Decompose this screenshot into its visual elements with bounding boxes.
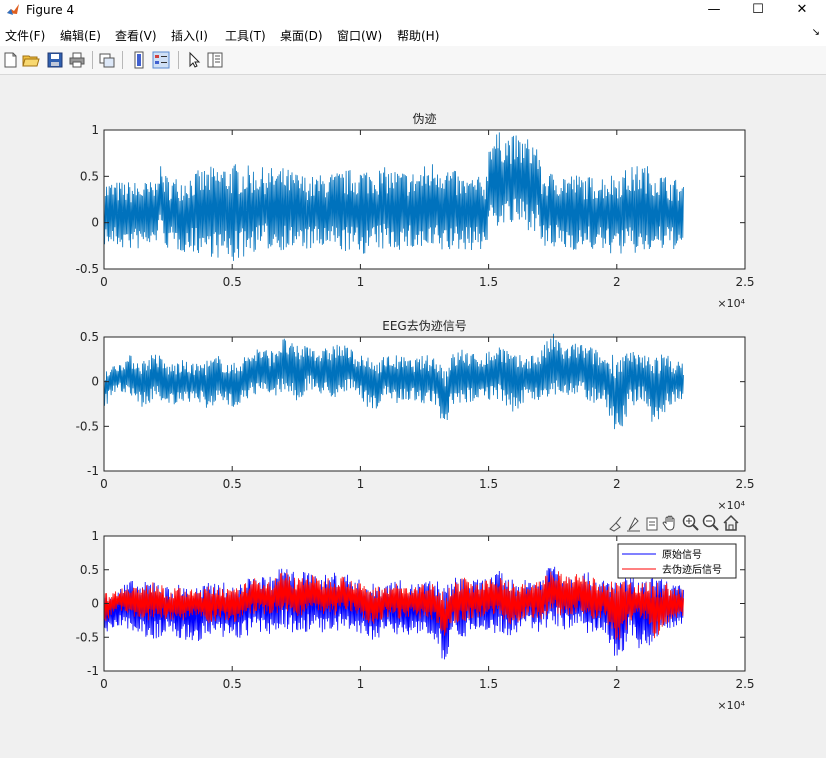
y-tick-label: 0.5 xyxy=(80,169,99,183)
property-inspector-icon[interactable] xyxy=(206,51,224,69)
toolbar-separator xyxy=(178,51,179,69)
menu-desktop[interactable]: 桌面(D) xyxy=(280,29,323,43)
dock-figure-icon[interactable]: ↘ xyxy=(811,27,820,38)
legend-box xyxy=(617,543,737,579)
x-tick-label: 1.5 xyxy=(479,477,498,491)
save-icon[interactable] xyxy=(46,51,64,69)
matlab-logo-icon xyxy=(7,4,19,15)
brush-icon[interactable] xyxy=(609,516,622,532)
axes-title: EEG去伪迹信号 xyxy=(382,319,466,333)
x-tick-label: 2 xyxy=(613,677,621,691)
x-tick-label: 1.5 xyxy=(479,275,498,289)
axes-frame xyxy=(103,336,746,472)
print-icon[interactable] xyxy=(68,51,86,69)
data-tips-icon[interactable] xyxy=(627,517,640,532)
y-tick-label: 1 xyxy=(91,123,99,137)
maximize-button[interactable]: ☐ xyxy=(752,2,764,17)
minimize-button[interactable]: — xyxy=(707,2,721,17)
zoom-out-icon[interactable] xyxy=(702,514,719,531)
menu-window[interactable]: 窗口(W) xyxy=(337,29,383,43)
legend-icon[interactable] xyxy=(152,51,170,69)
x-tick-label: 0.5 xyxy=(223,677,242,691)
x-tick-label: 2 xyxy=(613,275,621,289)
y-tick-label: -1 xyxy=(87,664,99,678)
figure-canvas: 0 0.5 1 1.5 2 2.5 -0.5 0 0.5 1 ×10⁴ 伪迹 0 0.5 1 1.5 2 2.5-… xyxy=(0,75,826,754)
series-cleaned xyxy=(103,571,684,640)
x-tick-label: 0.5 xyxy=(223,477,242,491)
y-tick-label: 0 xyxy=(91,597,99,611)
y-tick-label: -0.5 xyxy=(76,262,99,276)
x-exponent-label: ×10⁴ xyxy=(717,499,745,512)
series-line xyxy=(103,333,684,430)
x-tick-label: 2.5 xyxy=(735,477,754,491)
link-plot-icon[interactable] xyxy=(98,51,116,69)
series-line xyxy=(103,132,684,261)
y-tick-label: -1 xyxy=(87,464,99,478)
x-tick-label: 2.5 xyxy=(735,677,754,691)
menu-edit[interactable]: 编辑(E) xyxy=(60,29,101,43)
y-tick-label: 0.5 xyxy=(80,563,99,577)
menu-view[interactable]: 查看(V) xyxy=(115,29,157,43)
pan-icon[interactable] xyxy=(662,515,675,531)
legend-label: 原始信号 xyxy=(662,548,702,561)
new-figure-icon[interactable] xyxy=(2,51,20,69)
x-tick-label: 1.5 xyxy=(479,677,498,691)
x-tick-label: 1 xyxy=(357,677,365,691)
window-title-bar: Figure 4 — ☐ ✕ xyxy=(0,0,826,22)
pointer-icon[interactable] xyxy=(185,51,203,69)
x-tick-label: 0 xyxy=(100,677,108,691)
y-tick-label: 0 xyxy=(91,216,99,230)
menu-help[interactable]: 帮助(H) xyxy=(397,29,440,43)
x-tick-label: 2.5 xyxy=(735,275,754,289)
axes-background xyxy=(104,337,745,471)
zoom-in-icon[interactable] xyxy=(682,514,699,531)
toolbar-separator xyxy=(122,51,123,69)
y-tick-label: -0.5 xyxy=(76,630,99,644)
y-tick-label: 1 xyxy=(91,529,99,543)
x-tick-label: 0.5 xyxy=(223,275,242,289)
x-tick-label: 2 xyxy=(613,477,621,491)
rotate-icon[interactable] xyxy=(646,517,658,531)
y-tick-label: 0 xyxy=(91,375,99,389)
x-tick-label: 0 xyxy=(100,477,108,491)
close-button[interactable]: ✕ xyxy=(796,2,808,17)
toolbar-separator xyxy=(92,51,93,69)
y-tick-label: 0.5 xyxy=(80,330,99,344)
axes-title: 伪迹 xyxy=(412,112,436,126)
y-tick-label: -0.5 xyxy=(76,419,99,433)
open-icon[interactable] xyxy=(22,51,40,69)
legend-label: 去伪迹后信号 xyxy=(662,563,722,576)
axes-toolbar xyxy=(609,514,739,532)
figure-toolbar xyxy=(0,46,826,75)
x-tick-label: 0 xyxy=(100,275,108,289)
axes-frame xyxy=(103,129,746,270)
x-exponent-label: ×10⁴ xyxy=(717,297,745,310)
x-tick-label: 1 xyxy=(357,275,365,289)
menu-bar: 文件(F) 编辑(E) 查看(V) 插入(I) 工具(T) 桌面(D) 窗口(W… xyxy=(0,22,826,46)
x-tick-label: 1 xyxy=(357,477,365,491)
menu-tools[interactable]: 工具(T) xyxy=(225,29,266,43)
home-icon[interactable] xyxy=(723,514,739,531)
x-exponent-label: ×10⁴ xyxy=(717,699,745,712)
menu-insert[interactable]: 插入(I) xyxy=(171,29,208,43)
colorbar-icon[interactable] xyxy=(130,51,148,69)
menu-file[interactable]: 文件(F) xyxy=(5,29,46,43)
window-title: Figure 4 xyxy=(26,3,75,17)
